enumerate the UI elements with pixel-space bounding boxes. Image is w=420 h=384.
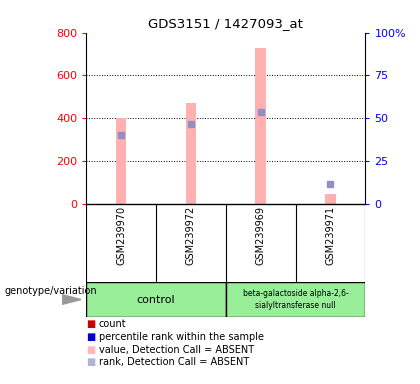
- Text: genotype/variation: genotype/variation: [4, 286, 97, 296]
- Text: GSM239971: GSM239971: [326, 206, 336, 265]
- Bar: [255, 48, 266, 204]
- Text: GSM239969: GSM239969: [256, 206, 266, 265]
- Text: control: control: [136, 295, 175, 305]
- Bar: [325, 194, 336, 204]
- Bar: [116, 118, 126, 204]
- Text: ■: ■: [86, 358, 95, 367]
- Title: GDS3151 / 1427093_at: GDS3151 / 1427093_at: [148, 17, 303, 30]
- Text: ■: ■: [86, 319, 95, 329]
- Bar: [186, 103, 196, 204]
- Polygon shape: [62, 295, 81, 305]
- Bar: [226, 282, 365, 317]
- Text: ■: ■: [86, 332, 95, 342]
- Text: ■: ■: [86, 345, 95, 355]
- Text: GSM239972: GSM239972: [186, 206, 196, 265]
- Bar: [86, 282, 226, 317]
- Text: beta-galactoside alpha-2,6-
sialyltransferase null: beta-galactoside alpha-2,6- sialyltransf…: [243, 290, 349, 310]
- Text: GSM239970: GSM239970: [116, 206, 126, 265]
- Text: rank, Detection Call = ABSENT: rank, Detection Call = ABSENT: [99, 358, 249, 367]
- Text: value, Detection Call = ABSENT: value, Detection Call = ABSENT: [99, 345, 254, 355]
- Text: percentile rank within the sample: percentile rank within the sample: [99, 332, 264, 342]
- Text: count: count: [99, 319, 126, 329]
